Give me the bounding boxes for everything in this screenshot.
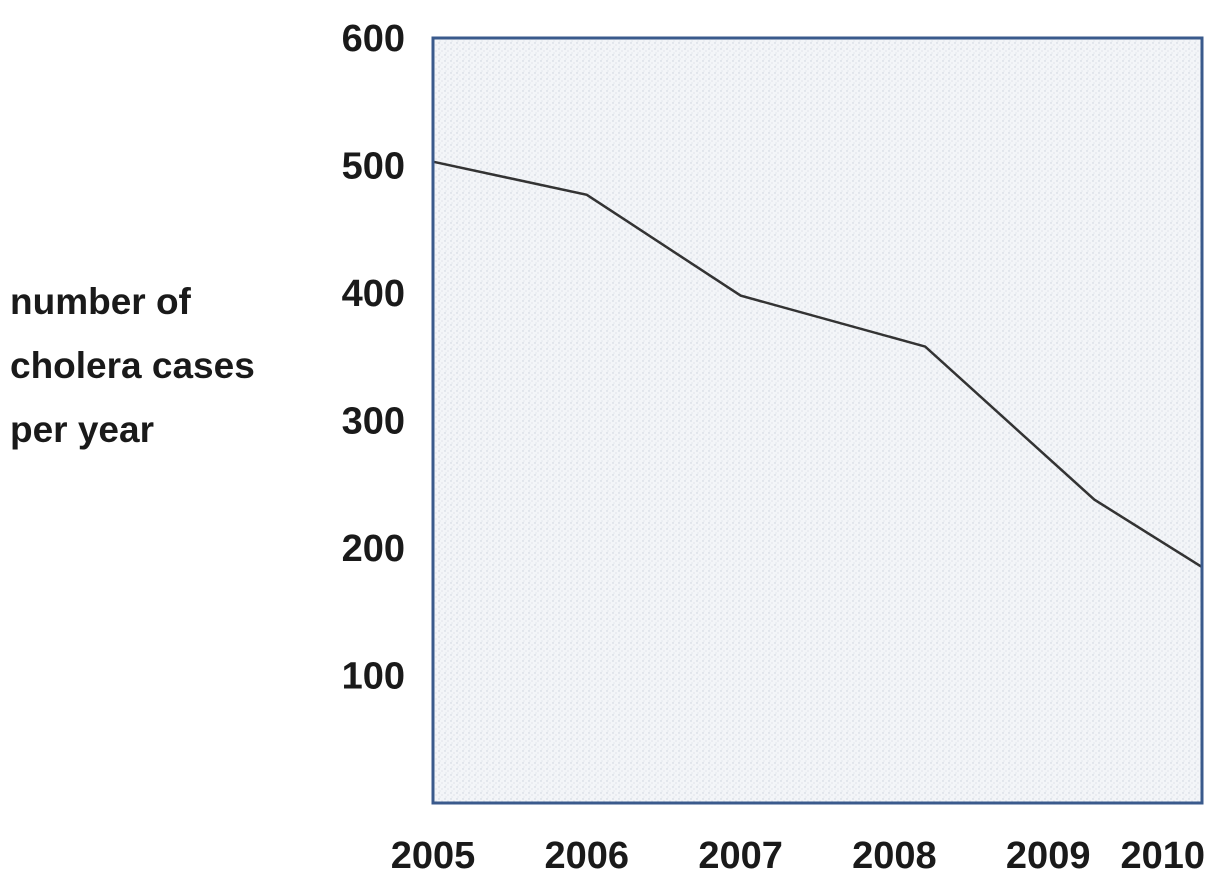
y-tick-label: 600 (342, 18, 405, 60)
x-tick-label: 2005 (391, 835, 476, 877)
series-line (432, 160, 1203, 569)
plot-area (433, 38, 1202, 803)
y-tick-label: 300 (342, 401, 405, 443)
plot-frame (431, 36, 1204, 805)
x-tick-label: 2010 (1120, 835, 1205, 877)
y-tick-label: 400 (342, 273, 405, 315)
y-tick-label: 200 (342, 528, 405, 570)
y-axis-label: number of cholera cases per year (10, 281, 265, 450)
y-tick-label: 100 (342, 656, 405, 698)
x-tick-label: 2009 (1006, 835, 1091, 877)
y-axis-ticks: 100 200 300 400 500 600 (342, 18, 405, 698)
y-tick-label: 500 (342, 146, 405, 188)
y-axis-label-line: cholera cases (10, 345, 255, 386)
x-tick-label: 2006 (545, 835, 630, 877)
y-axis-label-line: per year (10, 409, 154, 450)
y-axis-label-line: number of (10, 281, 192, 322)
x-axis-ticks: 2005 2006 2007 2008 2009 2010 (391, 835, 1205, 877)
x-tick-label: 2008 (852, 835, 937, 877)
x-tick-label: 2007 (698, 835, 783, 877)
